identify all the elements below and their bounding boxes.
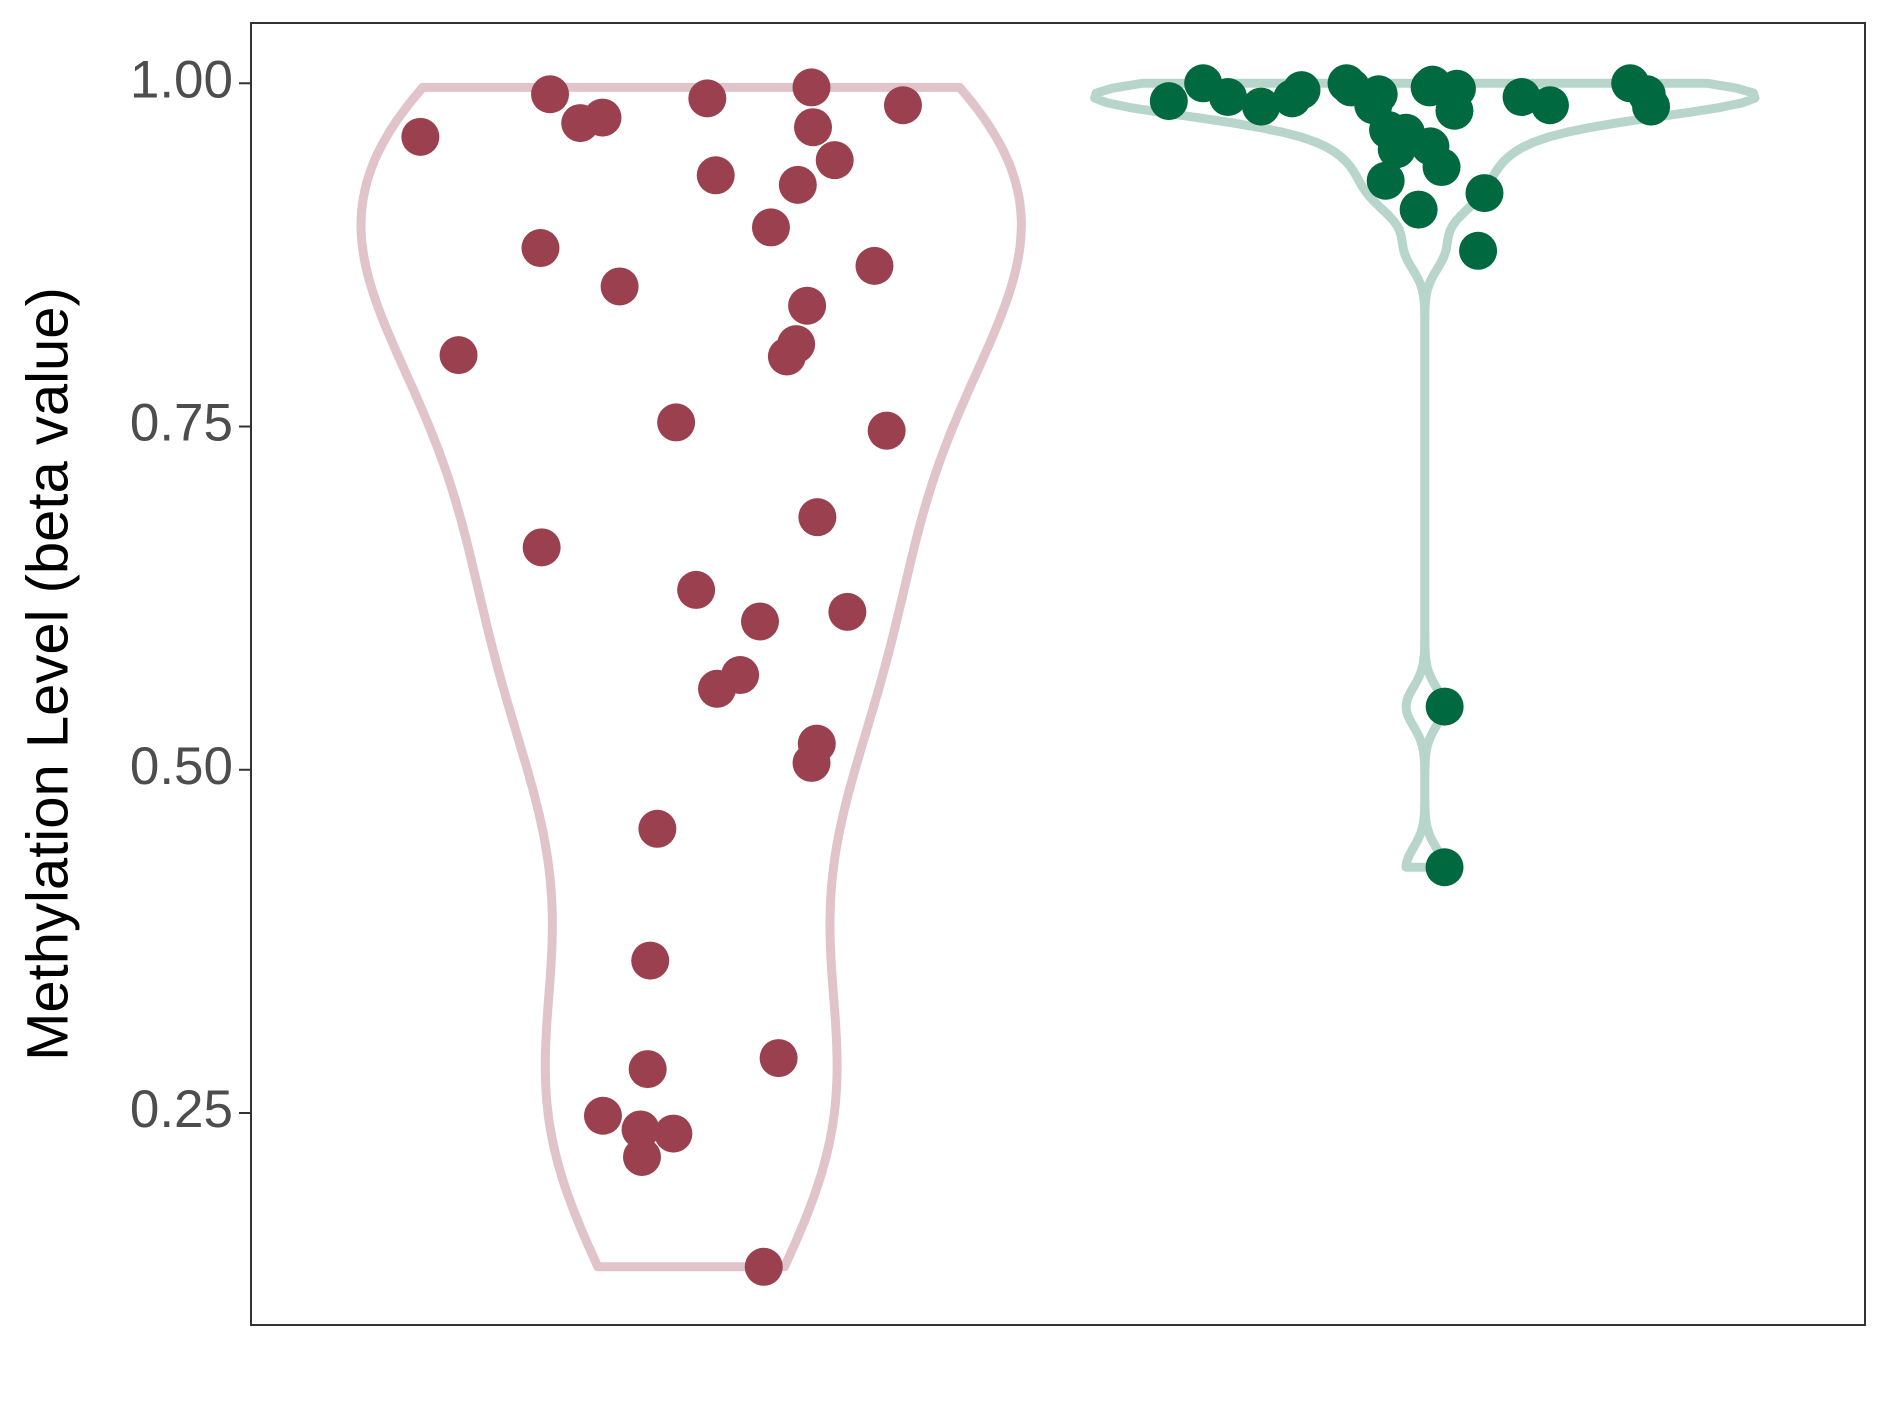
data-point	[1465, 174, 1504, 213]
y-tick-label: 1.00	[130, 50, 233, 109]
y-tick-label: 0.75	[130, 394, 233, 453]
data-point	[600, 267, 639, 306]
data-point	[1632, 87, 1671, 126]
data-point	[828, 592, 867, 631]
data-point	[1366, 161, 1405, 200]
data-point	[521, 229, 560, 268]
data-point	[698, 669, 737, 708]
data-point	[855, 246, 894, 285]
data-point	[677, 570, 716, 609]
data-point	[815, 141, 854, 180]
violin	[1090, 78, 1760, 872]
data-point	[621, 1110, 660, 1149]
data-point	[798, 498, 837, 537]
data-point	[1399, 190, 1438, 229]
data-point	[1149, 82, 1188, 121]
data-point	[688, 79, 727, 118]
data-point	[628, 1050, 667, 1089]
data-point	[622, 1137, 661, 1176]
data-point	[531, 75, 570, 114]
data-point	[1282, 71, 1321, 110]
data-point	[1209, 78, 1248, 117]
data-point	[583, 1096, 622, 1135]
y-tick-label: 0.50	[130, 737, 233, 796]
data-point	[1502, 78, 1541, 117]
data-point	[767, 337, 806, 376]
data-point	[631, 941, 670, 980]
data-point	[788, 286, 827, 325]
data-point	[1327, 64, 1366, 103]
plot-frame	[250, 22, 1866, 1326]
data-point	[1413, 65, 1452, 104]
data-point	[792, 68, 831, 107]
data-point	[654, 1114, 693, 1153]
data-point	[792, 743, 831, 782]
data-point	[778, 165, 817, 204]
data-point	[401, 117, 440, 156]
data-point	[883, 86, 922, 125]
data-point	[1425, 687, 1464, 726]
data-point	[696, 156, 735, 195]
data-point	[522, 528, 561, 567]
data-point	[744, 1247, 783, 1286]
data-point	[583, 98, 622, 137]
data-point	[1377, 130, 1416, 169]
data-point	[1425, 848, 1464, 887]
data-point	[439, 336, 478, 375]
data-point	[751, 208, 790, 247]
data-point	[1459, 231, 1498, 270]
data-point	[638, 809, 677, 848]
data-point	[759, 1039, 798, 1078]
data-point	[794, 108, 833, 147]
data-point	[1422, 148, 1461, 187]
y-axis-label: Methylation Level (beta value)	[15, 287, 80, 1061]
violin	[356, 82, 1026, 1272]
data-point	[657, 403, 696, 442]
y-tick-label: 0.25	[130, 1080, 233, 1139]
data-point	[1435, 91, 1474, 130]
data-point	[1242, 87, 1281, 126]
data-point	[867, 411, 906, 450]
data-point	[740, 602, 779, 641]
